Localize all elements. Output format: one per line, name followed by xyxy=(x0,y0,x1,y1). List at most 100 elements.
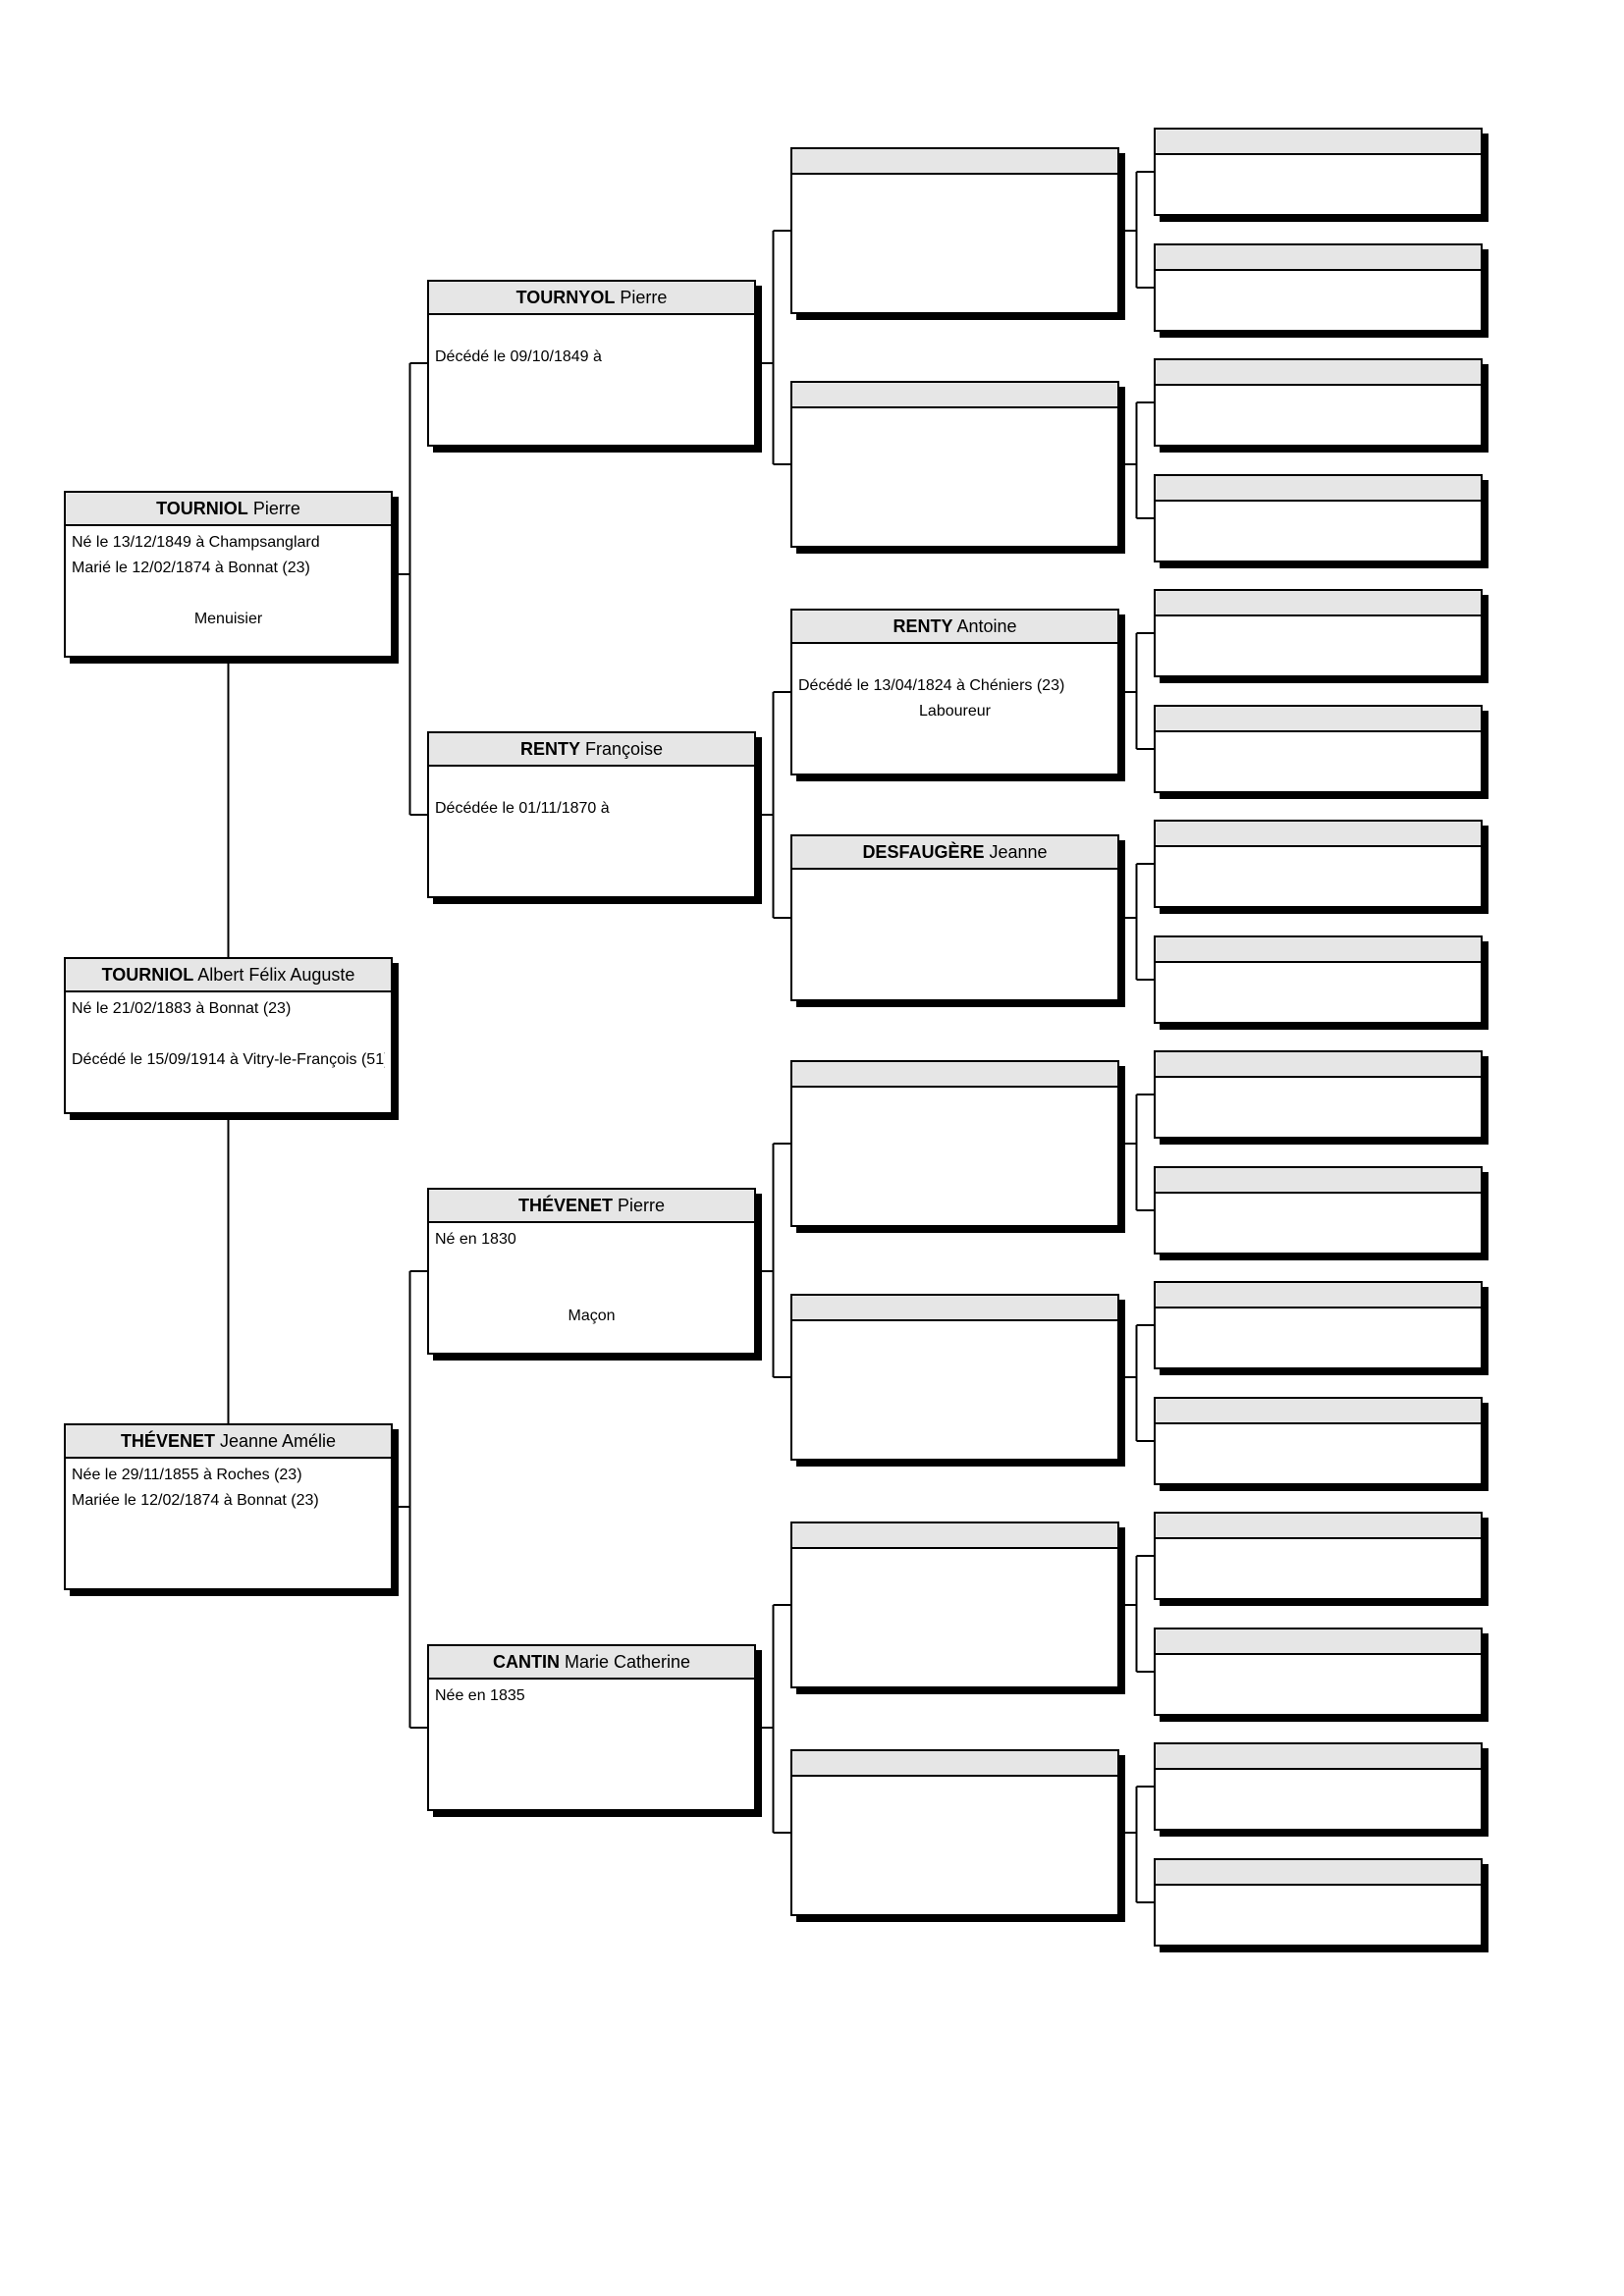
box-face xyxy=(1154,1512,1483,1600)
person-box-p1: TOURNIOL Albert Félix AugusteNé le 21/02… xyxy=(64,957,393,1114)
person-name xyxy=(1156,1860,1481,1886)
person-given-name: Jeanne Amélie xyxy=(220,1431,336,1451)
person-box-p31 xyxy=(1154,1858,1483,1947)
person-name: RENTY Antoine xyxy=(792,611,1117,644)
person-given-name: Marie Catherine xyxy=(565,1652,690,1672)
detail-line: Née le 29/11/1855 à Roches (23) xyxy=(72,1463,385,1488)
detail-line xyxy=(72,1022,385,1047)
detail-line: Née en 1835 xyxy=(435,1683,748,1709)
person-details xyxy=(792,870,1117,880)
detail-line: Décédé le 09/10/1849 à xyxy=(435,345,748,370)
person-name xyxy=(1156,1399,1481,1424)
person-name: TOURNIOL Pierre xyxy=(66,493,391,526)
detail-line xyxy=(435,319,748,345)
person-surname: TOURNIOL xyxy=(102,965,194,985)
person-surname: DESFAUGÈRE xyxy=(862,842,984,862)
person-details xyxy=(1156,1655,1481,1665)
person-name xyxy=(792,149,1117,175)
person-given-name: Antoine xyxy=(956,616,1016,636)
box-face xyxy=(1154,128,1483,216)
person-details xyxy=(1156,1424,1481,1434)
person-given-name: Jeanne xyxy=(989,842,1047,862)
box-face xyxy=(790,381,1119,548)
person-details xyxy=(1156,1308,1481,1318)
person-name xyxy=(1156,360,1481,386)
box-face xyxy=(1154,1050,1483,1139)
person-box-p8 xyxy=(790,147,1119,314)
person-surname: THÉVENET xyxy=(121,1431,215,1451)
person-name: RENTY Françoise xyxy=(429,733,754,767)
person-details: Décédé le 09/10/1849 à xyxy=(429,315,754,376)
person-box-p11: DESFAUGÈRE Jeanne xyxy=(790,834,1119,1001)
person-box-p19 xyxy=(1154,474,1483,562)
person-box-p15 xyxy=(790,1749,1119,1916)
box-face xyxy=(790,1749,1119,1916)
person-details xyxy=(1156,1770,1481,1780)
box-face xyxy=(1154,705,1483,793)
person-details: Décédée le 01/11/1870 à xyxy=(429,767,754,828)
person-name xyxy=(792,1296,1117,1321)
person-name xyxy=(1156,476,1481,502)
detail-line: Maçon xyxy=(435,1304,748,1329)
person-box-p17 xyxy=(1154,243,1483,332)
person-name xyxy=(1156,1168,1481,1194)
person-given-name: Pierre xyxy=(253,499,300,518)
person-name: TOURNIOL Albert Félix Auguste xyxy=(66,959,391,992)
detail-line xyxy=(72,581,385,607)
person-box-p29 xyxy=(1154,1628,1483,1716)
person-details xyxy=(1156,1194,1481,1203)
person-name xyxy=(1156,1744,1481,1770)
detail-line: Né le 13/12/1849 à Champsanglard xyxy=(72,530,385,556)
person-given-name: Pierre xyxy=(618,1196,665,1215)
person-name xyxy=(1156,707,1481,732)
person-box-p9 xyxy=(790,381,1119,548)
box-face xyxy=(790,147,1119,314)
box-face xyxy=(1154,935,1483,1024)
person-name xyxy=(1156,937,1481,963)
person-details xyxy=(792,1777,1117,1787)
box-face: TOURNYOL Pierre Décédé le 09/10/1849 à xyxy=(427,280,756,447)
box-face xyxy=(1154,1628,1483,1716)
box-face xyxy=(1154,1397,1483,1485)
person-box-p12 xyxy=(790,1060,1119,1227)
detail-line xyxy=(435,771,748,796)
person-surname: RENTY xyxy=(520,739,580,759)
person-box-p28 xyxy=(1154,1512,1483,1600)
person-box-p4: TOURNYOL Pierre Décédé le 09/10/1849 à xyxy=(427,280,756,447)
person-details xyxy=(1156,1886,1481,1896)
detail-line xyxy=(798,648,1111,673)
detail-line xyxy=(435,1253,748,1278)
box-face: RENTY Françoise Décédée le 01/11/1870 à xyxy=(427,731,756,898)
person-name: CANTIN Marie Catherine xyxy=(429,1646,754,1680)
person-surname: THÉVENET xyxy=(518,1196,613,1215)
person-details: Décédé le 13/04/1824 à Chéniers (23)Labo… xyxy=(792,644,1117,730)
person-name xyxy=(1156,1283,1481,1308)
person-details xyxy=(792,1088,1117,1097)
person-details xyxy=(1156,502,1481,511)
detail-line xyxy=(435,1278,748,1304)
person-box-p20 xyxy=(1154,589,1483,677)
person-details xyxy=(1156,616,1481,626)
person-name xyxy=(792,383,1117,408)
person-name xyxy=(1156,130,1481,155)
person-box-p26 xyxy=(1154,1281,1483,1369)
detail-line: Menuisier xyxy=(72,607,385,632)
box-face: DESFAUGÈRE Jeanne xyxy=(790,834,1119,1001)
person-details xyxy=(792,408,1117,418)
box-face: CANTIN Marie Catherine Née en 1835 xyxy=(427,1644,756,1811)
person-surname: RENTY xyxy=(893,616,952,636)
person-box-p21 xyxy=(1154,705,1483,793)
person-name xyxy=(792,1062,1117,1088)
person-box-p24 xyxy=(1154,1050,1483,1139)
box-face xyxy=(1154,820,1483,908)
person-details xyxy=(1156,271,1481,281)
person-name xyxy=(1156,591,1481,616)
person-surname: TOURNYOL xyxy=(516,288,616,307)
detail-line: Né en 1830 xyxy=(435,1227,748,1253)
person-name xyxy=(1156,822,1481,847)
detail-line: Mariée le 12/02/1874 à Bonnat (23) xyxy=(72,1488,385,1514)
person-box-p16 xyxy=(1154,128,1483,216)
person-box-p14 xyxy=(790,1522,1119,1688)
person-name xyxy=(792,1523,1117,1549)
person-name: DESFAUGÈRE Jeanne xyxy=(792,836,1117,870)
